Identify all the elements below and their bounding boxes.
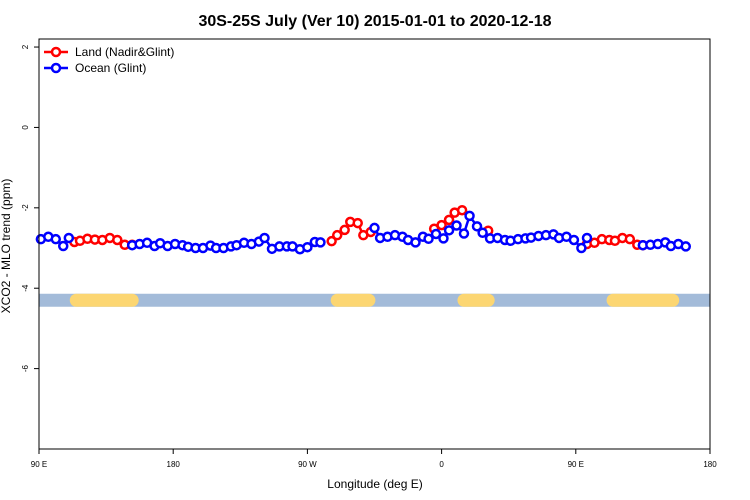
data-point xyxy=(436,219,447,231)
data-point xyxy=(430,228,442,240)
x-tick-label: 90 E xyxy=(31,460,47,469)
data-point xyxy=(680,241,692,252)
data-point xyxy=(352,217,363,229)
x-tick-label: 180 xyxy=(703,460,717,469)
data-point xyxy=(410,237,421,248)
x-tick-label: 0 xyxy=(439,460,444,469)
data-point xyxy=(471,221,483,232)
x-tick-label: 90 E xyxy=(568,460,584,469)
data-point xyxy=(423,233,434,245)
data-point xyxy=(624,233,636,245)
data-point xyxy=(339,224,350,236)
data-point xyxy=(576,242,587,254)
data-point xyxy=(326,235,337,247)
series-layer xyxy=(35,204,692,255)
data-point xyxy=(369,222,380,234)
y-tick-label: -4 xyxy=(21,284,30,292)
data-point xyxy=(112,234,123,246)
data-point xyxy=(477,227,488,238)
legend: Land (Nadir&Glint) Ocean (Glint) xyxy=(44,45,174,75)
data-point xyxy=(331,229,343,241)
x-tick-label: 90 W xyxy=(298,460,317,469)
data-point xyxy=(438,233,449,244)
data-point xyxy=(458,228,470,239)
y-tick-label: 0 xyxy=(21,125,30,130)
legend-item-2: Ocean (Glint) xyxy=(44,61,146,75)
legend-label: Land (Nadir&Glint) xyxy=(75,45,174,59)
legend-marker xyxy=(50,46,62,58)
plot-frame xyxy=(38,38,711,450)
data-point xyxy=(443,214,455,226)
y-tick-label: -6 xyxy=(21,365,30,373)
y-tick-label: -2 xyxy=(21,204,30,212)
legend-label: Ocean (Glint) xyxy=(75,61,146,75)
legend-item-1: Land (Nadir&Glint) xyxy=(44,45,174,59)
data-point xyxy=(50,233,62,245)
x-tick-label: 180 xyxy=(167,460,181,469)
series-2 xyxy=(35,210,692,255)
chart-title: 30S-25S July (Ver 10) 2015-01-01 to 2020… xyxy=(198,13,551,30)
data-point xyxy=(315,237,326,248)
data-point xyxy=(63,232,75,244)
y-axis-label: XCO2 - MLO trend (ppm) xyxy=(0,179,13,314)
y-tick-label: 2 xyxy=(21,44,30,49)
data-point xyxy=(568,234,580,246)
axes: 90 E 180 90 W 0 90 E 180 -6 -4 -2 0 2 xyxy=(21,44,717,469)
data-point xyxy=(456,204,468,216)
data-point xyxy=(302,241,313,253)
data-point xyxy=(451,220,462,231)
data-point xyxy=(581,232,593,244)
data-point xyxy=(464,210,475,222)
x-axis-label: Longitude (deg E) xyxy=(327,477,422,491)
data-point xyxy=(259,232,270,244)
data-point xyxy=(443,225,455,236)
data-point xyxy=(57,240,69,252)
legend-marker xyxy=(50,62,62,74)
